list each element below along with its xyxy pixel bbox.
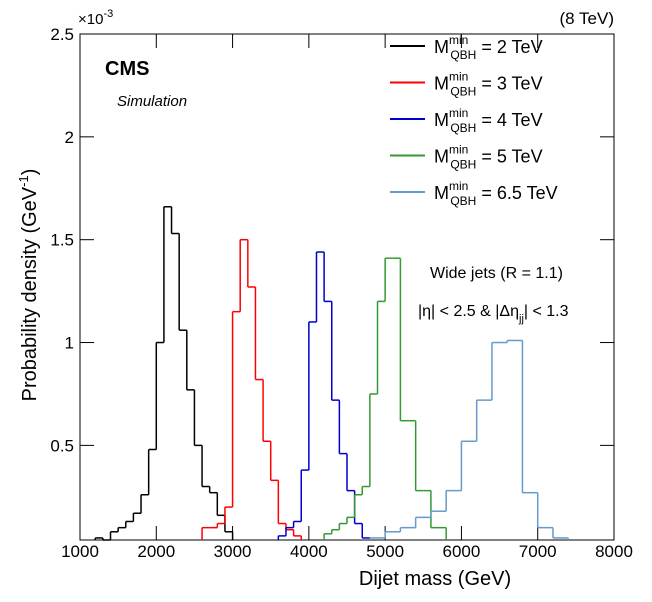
x-tick-label: 2000: [137, 542, 175, 561]
y-multiplier: ×10-3: [78, 8, 113, 28]
legend-name: 6.5 TeV: [497, 183, 558, 203]
legend-base: M: [434, 37, 449, 57]
legend-base: M: [434, 74, 449, 94]
multiplier-base: ×10: [78, 11, 103, 28]
y-label-end: ): [19, 169, 41, 176]
legend-sup: min: [449, 70, 468, 84]
legend-name: 2 TeV: [497, 37, 543, 57]
legend-sub: QBH: [450, 158, 476, 172]
legend-name: 3 TeV: [497, 74, 543, 94]
legend-eq: =: [481, 183, 492, 203]
x-tick-label: 1000: [61, 542, 99, 561]
x-tick-label: 3000: [214, 542, 252, 561]
y-tick-label: 0.5: [50, 436, 74, 455]
legend-name: 4 TeV: [497, 110, 543, 130]
y-tick-label: 2.5: [50, 25, 74, 44]
legend-base: M: [434, 183, 449, 203]
annotation-text: |η| < 2.5 & |Δη: [418, 303, 519, 320]
experiment: CMS: [105, 58, 149, 80]
x-tick-label: 6000: [443, 542, 481, 561]
x-tick-label: 7000: [519, 542, 557, 561]
multiplier-exp: -3: [103, 8, 113, 20]
legend-base: M: [434, 110, 449, 130]
legend-label: Mmin QBH = 3 TeV: [434, 70, 543, 99]
legend-sub: QBH: [450, 48, 476, 62]
y-tick-label: 2: [65, 128, 74, 147]
legend-eq: =: [481, 110, 492, 130]
legend-sup: min: [449, 33, 468, 47]
legend-eq: =: [481, 37, 492, 57]
annotation: Wide jets (R = 1.1): [430, 265, 563, 282]
energy-label: (8 TeV): [560, 9, 615, 28]
legend-sub: QBH: [450, 194, 476, 208]
legend-label: Mmin QBH = 4 TeV: [434, 106, 543, 135]
subtitle: Simulation: [117, 93, 187, 110]
legend-sup: min: [449, 143, 468, 157]
legend-eq: =: [481, 147, 492, 167]
x-tick-label: 4000: [290, 542, 328, 561]
legend-sub: QBH: [450, 121, 476, 135]
y-tick-label: 1: [65, 334, 74, 353]
x-tick-label: 8000: [595, 542, 633, 561]
legend-name: 5 TeV: [497, 147, 543, 167]
legend-label: Mmin QBH = 2 TeV: [434, 33, 543, 62]
x-tick-label: 5000: [366, 542, 404, 561]
legend-sup: min: [449, 106, 468, 120]
y-tick-label: 1.5: [50, 231, 74, 250]
y-label-sup: -1: [16, 175, 31, 187]
legend-label: Mmin QBH = 6.5 TeV: [434, 179, 558, 208]
legend-sup: min: [449, 179, 468, 193]
y-label-text: Probability density (GeV: [19, 186, 41, 401]
annotation-end: | < 1.3: [524, 303, 569, 320]
plot-frame: [79, 33, 615, 541]
legend-label: Mmin QBH = 5 TeV: [434, 143, 543, 172]
annotation: |η| < 2.5 & |Δηjj| < 1.3: [418, 303, 569, 325]
legend-base: M: [434, 147, 449, 167]
legend-eq: =: [481, 74, 492, 94]
annotation-sub: jj: [518, 313, 524, 325]
legend-sub: QBH: [450, 85, 476, 99]
y-axis-label: Probability density (GeV-1): [16, 169, 41, 402]
x-axis-label: Dijet mass (GeV): [359, 568, 511, 590]
